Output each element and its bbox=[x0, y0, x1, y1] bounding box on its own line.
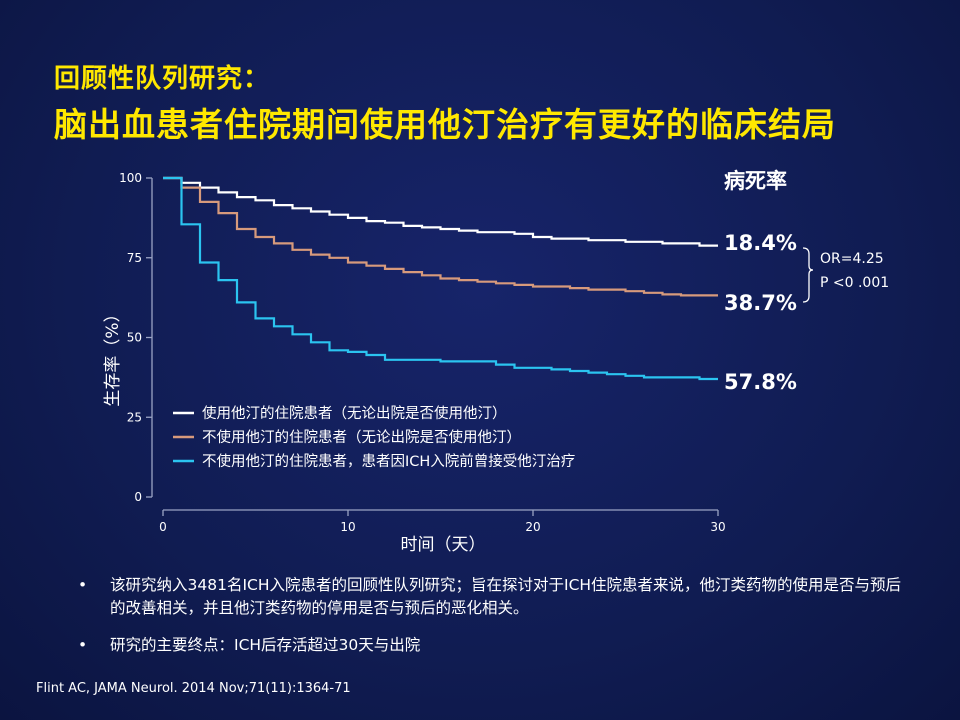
x-tick-label: 10 bbox=[340, 520, 355, 534]
legend-entry-1: 使用他汀的住院患者（无论出院是否使用他汀） bbox=[202, 405, 507, 422]
bullet-marker: • bbox=[78, 636, 88, 654]
legend-entry-2: 不使用他汀的住院患者（无论出院是否使用他汀） bbox=[202, 429, 521, 446]
series-line-3 bbox=[163, 176, 718, 381]
x-tick-label: 0 bbox=[159, 520, 167, 534]
p-value: P <0 .001 bbox=[820, 275, 889, 291]
bullet-text: 该研究纳入3481名ICH入院患者的回顾性队列研究；旨在探讨对于ICH住院患者来… bbox=[110, 576, 902, 617]
y-tick-label: 100 bbox=[119, 171, 142, 185]
x-axis-label: 时间（天） bbox=[401, 535, 486, 555]
x-tick-label: 30 bbox=[710, 520, 725, 534]
bullet-item: • 研究的主要终点：ICH后存活超过30天与出院 bbox=[78, 634, 908, 657]
series-end-label-2: 38.7% bbox=[724, 291, 797, 315]
series-line-2 bbox=[163, 176, 718, 297]
x-tick-label: 20 bbox=[525, 520, 540, 534]
y-tick-label: 75 bbox=[127, 251, 142, 265]
series-end-label-3: 57.8% bbox=[724, 370, 797, 394]
y-tick-label: 25 bbox=[127, 410, 142, 424]
slide-title-line2: 脑出血患者住院期间使用他汀治疗有更好的临床结局 bbox=[54, 105, 836, 144]
bullet-list: • 该研究纳入3481名ICH入院患者的回顾性队列研究；旨在探讨对于ICH住院患… bbox=[78, 574, 908, 671]
bullet-text: 研究的主要终点：ICH后存活超过30天与出院 bbox=[110, 636, 421, 654]
y-tick-label: 0 bbox=[134, 490, 142, 504]
series-line-1 bbox=[163, 176, 718, 247]
y-axis-label: 生存率（%） bbox=[103, 305, 123, 406]
citation: Flint AC, JAMA Neurol. 2014 Nov;71(11):1… bbox=[36, 681, 351, 696]
odds-ratio: OR=4.25 bbox=[820, 251, 884, 267]
bullet-item: • 该研究纳入3481名ICH入院患者的回顾性队列研究；旨在探讨对于ICH住院患… bbox=[78, 574, 908, 620]
mortality-header: 病死率 bbox=[724, 169, 787, 193]
series-end-label-1: 18.4% bbox=[724, 231, 797, 255]
bullet-marker: • bbox=[78, 576, 88, 594]
comparison-bracket bbox=[802, 247, 814, 303]
slide-title-line1: 回顾性队列研究： bbox=[54, 64, 271, 94]
legend-entry-3: 不使用他汀的住院患者，患者因ICH入院前曾接受他汀治疗 bbox=[202, 453, 575, 470]
y-tick-label: 50 bbox=[127, 331, 142, 345]
